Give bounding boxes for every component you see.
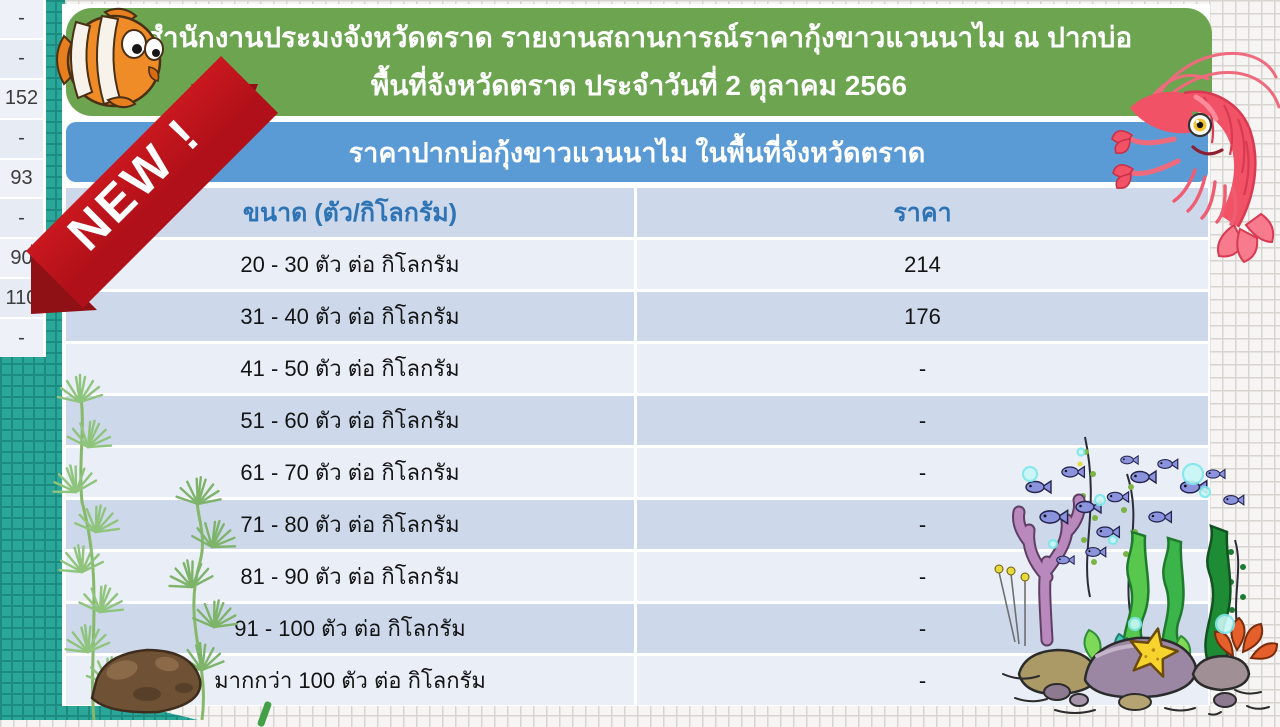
left-col-cell: -	[0, 319, 43, 357]
size-cell: 31 - 40 ตัว ต่อ กิโลกรัม	[66, 292, 634, 341]
price-header-cell: ราคา	[637, 188, 1208, 237]
size-cell: 71 - 80 ตัว ต่อ กิโลกรัม	[66, 500, 634, 549]
price-cell: -	[637, 552, 1208, 601]
size-cell: 91 - 100 ตัว ต่อ กิโลกรัม	[66, 604, 634, 653]
size-cell: 41 - 50 ตัว ต่อ กิโลกรัม	[66, 344, 634, 393]
left-col-cell: 110	[0, 279, 43, 318]
price-cell: -	[637, 656, 1208, 705]
size-cell: 61 - 70 ตัว ต่อ กิโลกรัม	[66, 448, 634, 497]
price-cell: 176	[637, 292, 1208, 341]
left-data-column: - - 152 - 93 - 90 110 -	[0, 0, 46, 357]
left-col-cell: 90	[0, 239, 43, 278]
left-col-cell: -	[0, 39, 43, 78]
page-title: สำนักงานประมงจังหวัดตราด รายงานสถานการณ์…	[66, 8, 1212, 116]
title-line-2: พื้นที่จังหวัดตราด ประจำวันที่ 2 ตุลาคม …	[370, 70, 908, 101]
price-cell: -	[637, 604, 1208, 653]
subtitle-text: ราคาปากบ่อกุ้งขาวแวนนาไม ในพื้นที่จังหวั…	[348, 137, 926, 168]
price-cell: -	[637, 448, 1208, 497]
price-cell: -	[637, 500, 1208, 549]
left-col-cell: -	[0, 199, 43, 238]
price-cell: -	[637, 396, 1208, 445]
left-col-cell: -	[0, 119, 43, 158]
size-cell: 20 - 30 ตัว ต่อ กิโลกรัม	[66, 240, 634, 289]
size-cell: มากกว่า 100 ตัว ต่อ กิโลกรัม	[66, 656, 634, 705]
price-table: ขนาด (ตัว/กิโลกรัม) ราคา 20 - 30 ตัว ต่อ…	[66, 188, 1208, 705]
price-cell: 214	[637, 240, 1208, 289]
title-line-1: สำนักงานประมงจังหวัดตราด รายงานสถานการณ์…	[145, 21, 1133, 53]
size-cell: 81 - 90 ตัว ต่อ กิโลกรัม	[66, 552, 634, 601]
size-cell: 51 - 60 ตัว ต่อ กิโลกรัม	[66, 396, 634, 445]
size-header-cell: ขนาด (ตัว/กิโลกรัม)	[66, 188, 634, 237]
left-col-cell: 93	[0, 159, 43, 198]
price-cell: -	[637, 344, 1208, 393]
left-col-cell: 152	[0, 79, 43, 118]
left-col-cell: -	[0, 0, 43, 38]
table-subtitle: ราคาปากบ่อกุ้งขาวแวนนาไม ในพื้นที่จังหวั…	[66, 122, 1208, 182]
